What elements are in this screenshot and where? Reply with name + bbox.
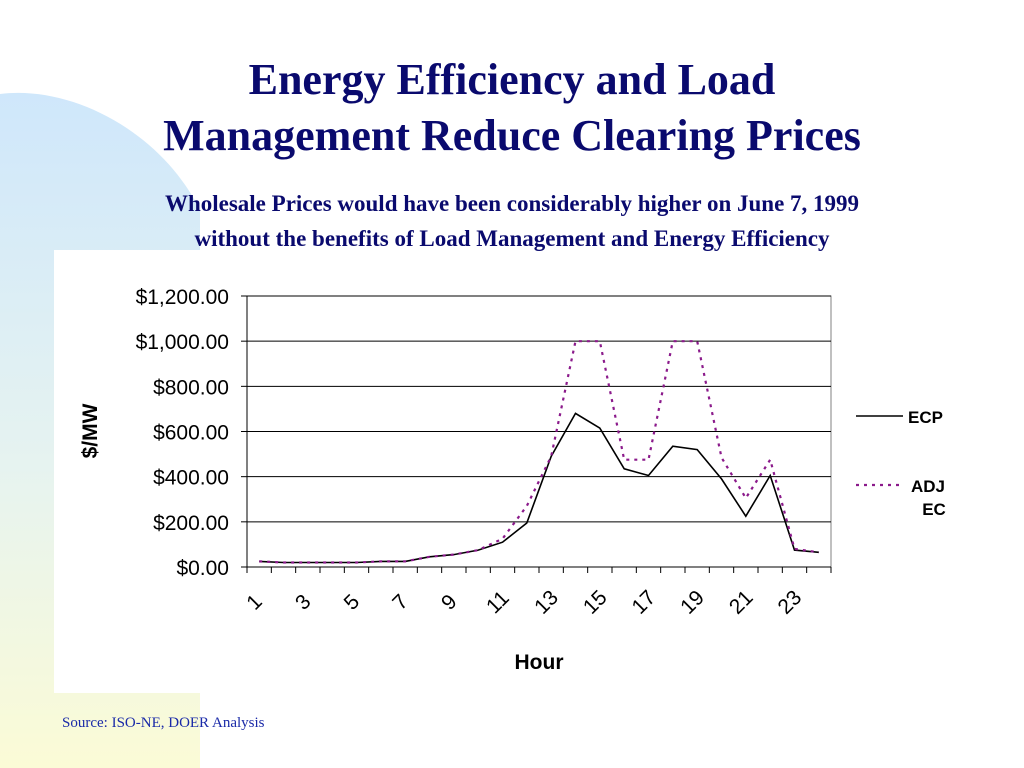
legend-label-adj-ec-line1: ADJ: [911, 477, 945, 496]
x-tick-label: 5: [340, 590, 365, 615]
y-tick-label: $600.00: [153, 422, 229, 445]
y-tick-label: $200.00: [153, 512, 229, 535]
y-tick-label: $400.00: [153, 467, 229, 490]
y-tick-label: $1,200.00: [136, 286, 229, 309]
slide-title-line1: Energy Efficiency and Load: [248, 55, 776, 104]
x-axis-title: Hour: [515, 651, 564, 674]
x-tick-label: 17: [628, 586, 661, 619]
content-panel-right: [323, 693, 1024, 768]
y-tick-label: $1,000.00: [136, 331, 229, 354]
x-tick-label: 9: [437, 590, 462, 615]
source-note: Source: ISO-NE, DOER Analysis: [62, 715, 265, 731]
y-tick-label: $800.00: [153, 376, 229, 399]
slide-subtitle-line1: Wholesale Prices would have been conside…: [164, 191, 860, 216]
slide-title-line2: Management Reduce Clearing Prices: [163, 111, 861, 160]
slide-subtitle: Wholesale Prices would have been conside…: [40, 186, 984, 256]
x-tick-label: 11: [482, 587, 514, 619]
legend-label-ecp: ECP: [908, 408, 943, 427]
y-axis-title: $/MW: [79, 403, 102, 458]
x-tick-label: 23: [774, 586, 807, 619]
legend-label-adj-ec-line2: EC: [922, 500, 946, 519]
x-tick-label: 3: [291, 590, 316, 615]
x-tick-label: 7: [388, 590, 413, 615]
x-tick-label: 13: [530, 586, 563, 619]
x-tick-label: 21: [725, 586, 758, 619]
slide-title: Energy Efficiency and Load Management Re…: [0, 52, 1024, 164]
x-tick-label: 15: [579, 586, 612, 619]
x-tick-label: 1: [242, 590, 267, 615]
y-tick-label: $0.00: [176, 557, 229, 580]
series-line-ecp: [259, 412, 819, 564]
x-tick-label: 19: [676, 586, 709, 619]
slide-subtitle-line2: without the benefits of Load Management …: [194, 226, 830, 251]
